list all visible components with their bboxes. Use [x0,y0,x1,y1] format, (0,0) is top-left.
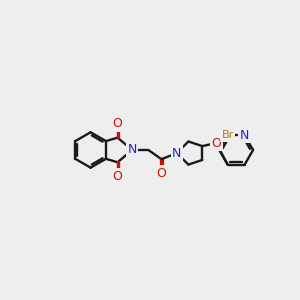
Text: Br: Br [221,130,234,140]
Text: N: N [128,143,137,157]
Text: O: O [211,136,221,149]
Text: N: N [240,129,249,142]
Text: N: N [172,146,182,160]
Text: O: O [112,169,122,183]
Text: O: O [157,167,166,180]
Text: O: O [112,117,122,130]
